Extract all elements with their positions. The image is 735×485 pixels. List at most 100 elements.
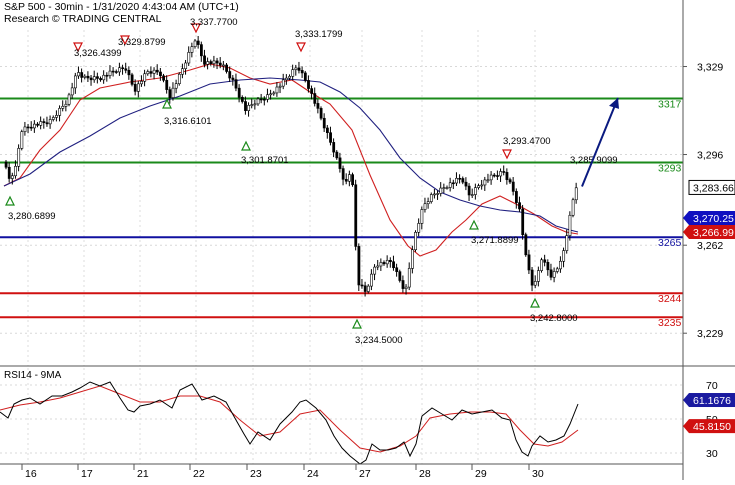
candle-body — [411, 249, 414, 269]
candle-body — [124, 68, 128, 71]
candle-body — [426, 201, 430, 205]
candle-body — [165, 79, 169, 90]
candle-body — [39, 121, 43, 126]
level-label-3244: 3244 — [658, 293, 682, 305]
candle-body — [108, 70, 112, 76]
candle-body — [11, 175, 14, 179]
candle-body — [137, 83, 140, 92]
candle-body — [253, 103, 257, 106]
forecast-arrow-head — [609, 97, 619, 109]
candle-body — [344, 179, 348, 182]
candle-body — [565, 235, 569, 251]
candle-body — [187, 52, 191, 64]
pivot-marker-2 — [120, 35, 130, 46]
candle-body — [502, 171, 506, 173]
candle-body — [559, 260, 562, 270]
pivot-label-4: 3,316.6101 — [164, 116, 212, 127]
pivot-label-0: 3,280.6899 — [8, 211, 56, 222]
candle-body — [61, 106, 65, 109]
candle-body — [439, 187, 443, 194]
candle-body — [130, 74, 134, 85]
level-label-3317: 3317 — [658, 99, 682, 111]
pivot-label-11: 3,242.8000 — [530, 313, 578, 324]
candle-body — [45, 122, 49, 125]
candle-body — [218, 62, 222, 66]
x-tick-16: 16 — [25, 468, 37, 480]
candle-body — [70, 87, 74, 96]
pivot-marker-4 — [162, 98, 172, 109]
pivot-label-9: 3,271.8899 — [471, 235, 519, 246]
candle-body — [14, 166, 17, 177]
candle-body — [414, 232, 418, 251]
candle-body — [546, 262, 550, 271]
x-tick-27: 27 — [359, 468, 371, 480]
candle-body — [247, 105, 251, 111]
candle-body — [212, 60, 216, 65]
candle-body — [127, 69, 131, 76]
candle-body — [190, 46, 194, 53]
pivot-label-1: 3,326.4399 — [74, 48, 122, 59]
candle-body — [329, 132, 332, 143]
candle-body — [222, 64, 225, 67]
candle-body — [102, 74, 106, 81]
candle-body — [281, 79, 285, 87]
price-tag-last: 3,283.66 — [693, 182, 734, 194]
x-tick-28: 28 — [419, 468, 431, 480]
candle-body — [366, 285, 370, 292]
candle-body — [105, 74, 109, 77]
candle-body — [42, 121, 46, 123]
candle-body — [537, 270, 540, 282]
rsi-ma-tag-value: 45.8150 — [693, 421, 731, 433]
candle-body — [303, 72, 307, 81]
candle-body — [445, 187, 449, 189]
candle-body — [357, 246, 361, 286]
candle-body — [401, 280, 405, 289]
candle-body — [480, 184, 484, 187]
y-tick-3,329: 3,329 — [697, 62, 723, 74]
level-lines: 3317 3293 3265 3244 3235 — [0, 97, 683, 329]
candle-body — [555, 268, 559, 272]
pivot-marker-3 — [191, 23, 201, 34]
candle-body — [155, 69, 159, 73]
candle-body — [266, 94, 269, 100]
price-tag-blue-pointer — [683, 211, 689, 225]
candle-body — [149, 71, 153, 74]
price-tag-red: 3,266.99 — [693, 227, 734, 239]
candle-body — [231, 77, 235, 80]
candle-body — [159, 71, 162, 77]
forecast-arrow-shaft — [581, 97, 619, 187]
rsi-ma-tag-value-bg — [689, 419, 735, 434]
candle-body — [458, 177, 462, 180]
candle-body — [395, 267, 399, 272]
candle-body — [379, 262, 383, 267]
candle-body — [143, 73, 147, 82]
candle-body — [483, 179, 487, 186]
price-tag-red-pointer — [683, 225, 689, 239]
candle-body — [451, 182, 455, 185]
candle-body — [474, 187, 477, 195]
ma-red-line — [3, 63, 579, 257]
x-tick-labels: 16 17 21 22 23 24 27 28 29 30 — [21, 464, 544, 480]
candle-body — [511, 181, 515, 192]
candle-body — [89, 77, 93, 81]
candle-body — [262, 98, 266, 101]
candle-body — [524, 234, 528, 256]
candle-body — [467, 185, 471, 196]
candle-body — [285, 77, 288, 81]
candle-body — [376, 265, 380, 268]
candle-body — [114, 71, 118, 73]
candle-body — [77, 72, 80, 77]
candle-body — [385, 259, 389, 265]
candle-body — [225, 64, 229, 72]
candle-body — [74, 75, 77, 89]
candle-body — [92, 76, 96, 81]
candle-body — [341, 168, 345, 180]
candle-body — [146, 71, 150, 75]
pivot-marker-0 — [5, 195, 15, 206]
candle-body — [448, 182, 452, 188]
candle-body — [272, 92, 276, 95]
candle-body — [496, 175, 499, 177]
candle-body — [470, 194, 474, 196]
candle-body — [354, 184, 358, 247]
